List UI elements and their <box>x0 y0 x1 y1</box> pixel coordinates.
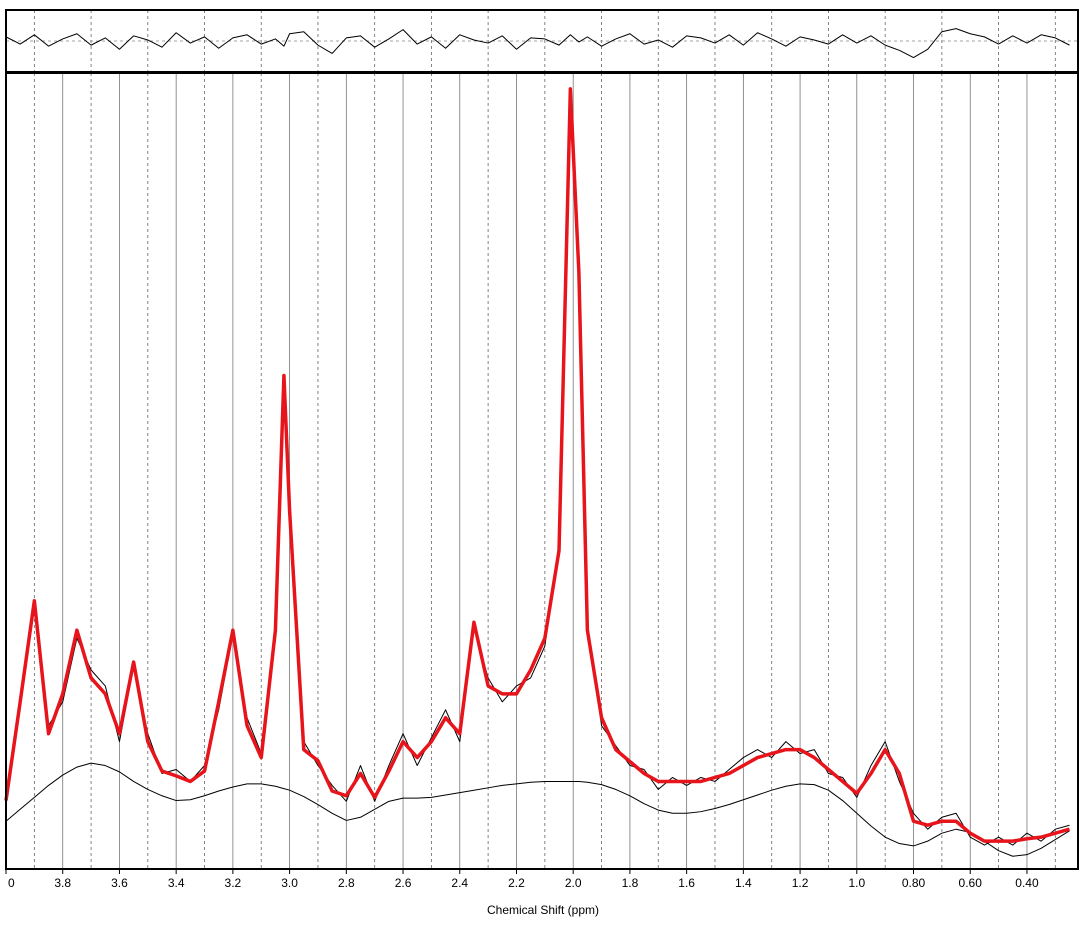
x-tick-label: 2.8 <box>338 876 355 890</box>
plot-area <box>6 73 1078 869</box>
x-tick-label: 3.4 <box>168 876 185 890</box>
x-tick-label: 3.2 <box>225 876 242 890</box>
x-tick-label: 2.4 <box>451 876 468 890</box>
x-tick-label: 1.4 <box>735 876 752 890</box>
series-line <box>4 87 1070 843</box>
x-tick-label: 1.6 <box>678 876 695 890</box>
x-tick-label: 3.8 <box>54 876 71 890</box>
x-tick-label: 0.80 <box>902 876 926 890</box>
x-tick-label: 1.2 <box>792 876 809 890</box>
x-tick-label: 0 <box>8 876 15 890</box>
x-tick-label: 0.60 <box>959 876 983 890</box>
x-axis-label: Chemical Shift (ppm) <box>487 903 599 917</box>
x-tick-label: 1.8 <box>622 876 639 890</box>
series-line <box>5 762 1070 857</box>
x-tick-label: 2.2 <box>508 876 525 890</box>
x-tick-label: 1.0 <box>848 876 865 890</box>
panel-frame <box>5 72 1079 870</box>
x-tick-label: 3.6 <box>111 876 128 890</box>
x-tick-label: 2.6 <box>395 876 412 890</box>
x-tick-label: 0.40 <box>1015 876 1039 890</box>
series-line <box>5 28 1070 59</box>
x-tick-label: 3.0 <box>281 876 298 890</box>
x-tick-label: 2.0 <box>565 876 582 890</box>
